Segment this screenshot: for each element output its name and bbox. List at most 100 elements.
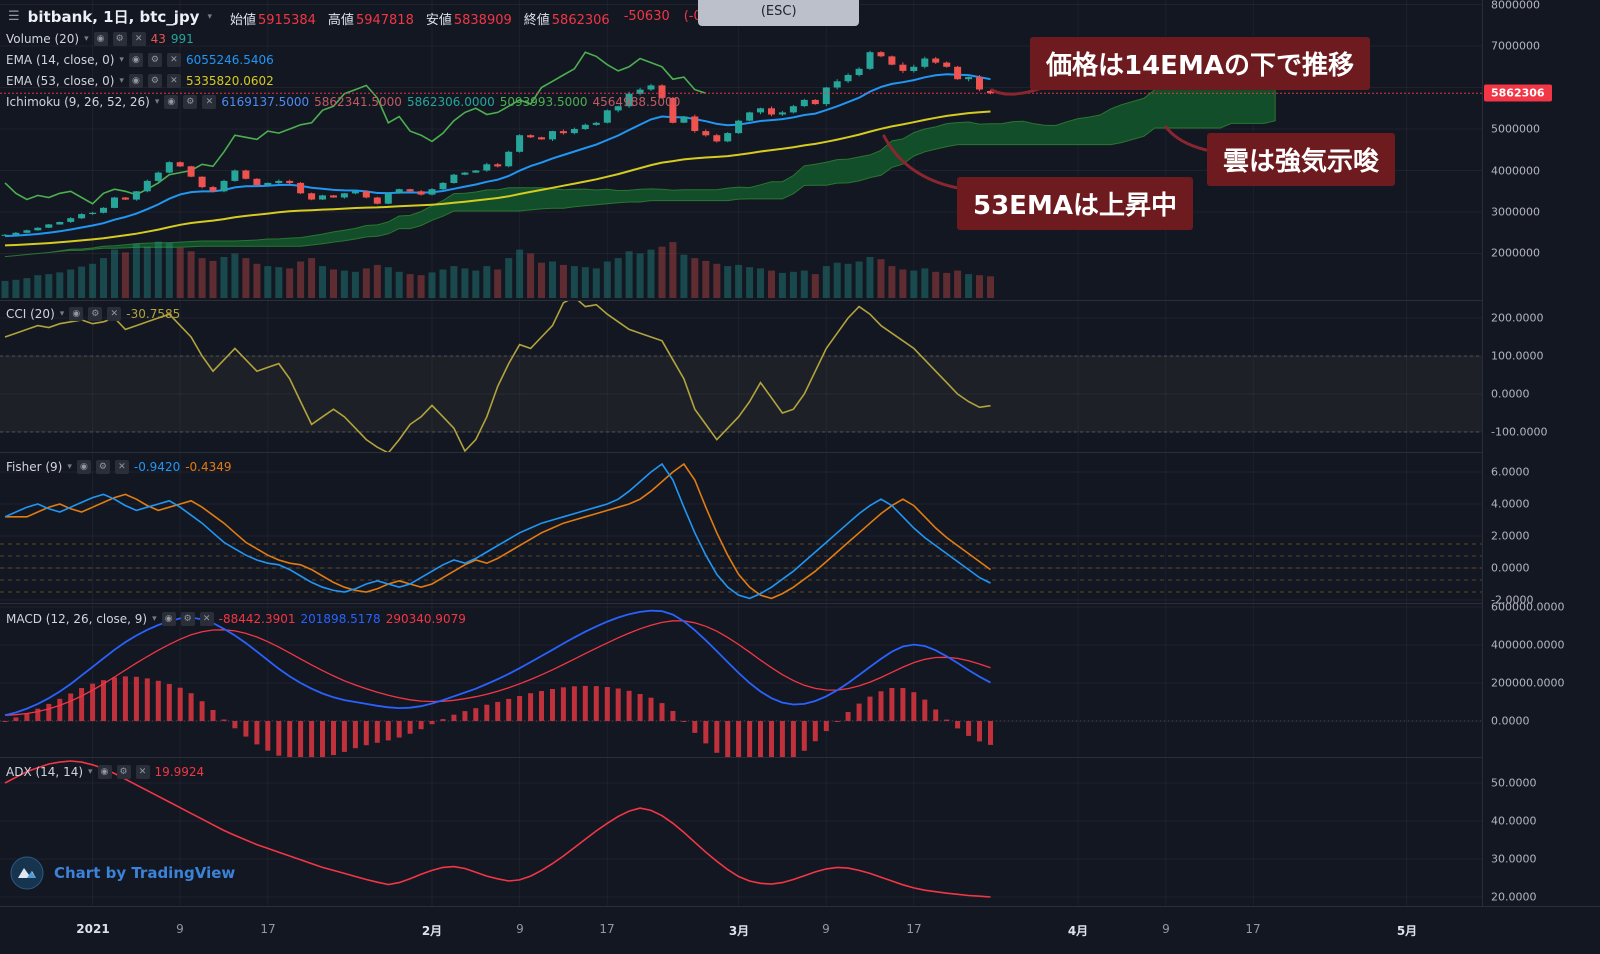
settings-icon[interactable]: ⚙ — [112, 31, 127, 46]
price-axis-label: 4000000 — [1491, 164, 1540, 178]
annotation-53ema-rising: 53EMAは上昇中 — [957, 177, 1193, 230]
time-axis-label: 9 — [822, 922, 830, 936]
price-axis-label: 8000000 — [1491, 0, 1540, 12]
remove-icon[interactable]: ✕ — [107, 306, 122, 321]
settings-icon[interactable]: ⚙ — [147, 52, 162, 67]
visibility-icon[interactable]: ◉ — [76, 459, 91, 474]
chikou-span-line — [4, 51, 707, 205]
time-axis-label: 4月 — [1067, 924, 1089, 938]
time-axis-label: 2月 — [421, 924, 443, 938]
remove-icon[interactable]: ✕ — [166, 73, 181, 88]
price-axis-label: 200.0000 — [1491, 311, 1544, 325]
tradingview-logo-icon — [10, 856, 44, 890]
ohlc-values-row: 始値 5915384 高値 5947818 安値 5838909 終値 5862306 -506… — [230, 9, 740, 28]
settings-icon[interactable]: ⚙ — [95, 459, 110, 474]
price-panel — [0, 50, 1482, 299]
price-axis-label: 400000.0000 — [1491, 638, 1565, 652]
time-axis-label: 5月 — [1396, 924, 1418, 938]
last-price-tag: 5862306 — [1484, 84, 1552, 102]
remove-icon[interactable]: ✕ — [199, 611, 214, 626]
panel-separator[interactable] — [0, 603, 1600, 604]
settings-icon[interactable]: ⚙ — [183, 94, 198, 109]
fullscreen-exit-tooltip: フルスクリーンを終了 (ESC) — [698, 0, 860, 26]
indicator-value: 5862341.5000 — [314, 94, 402, 109]
price-axis-label: -100.0000 — [1491, 425, 1548, 439]
ema53-line — [4, 110, 991, 247]
price-axis-label: 100.0000 — [1491, 349, 1544, 363]
chevron-down-icon[interactable]: ▾ — [59, 308, 65, 319]
chevron-down-icon[interactable]: ▾ — [154, 96, 160, 107]
visibility-icon[interactable]: ◉ — [128, 52, 143, 67]
chevron-down-icon[interactable]: ▾ — [88, 766, 93, 777]
change-value: -50630 — [623, 9, 670, 24]
visibility-icon[interactable]: ◉ — [69, 306, 84, 321]
chevron-down-icon[interactable]: ▾ — [207, 11, 212, 22]
chevron-down-icon[interactable]: ▾ — [84, 33, 89, 44]
panel-separator[interactable] — [0, 452, 1600, 453]
tooltip-text: フルスクリーンを終了 — [714, 0, 843, 3]
indicator-title: Fisher (9) — [6, 459, 63, 474]
price-axis-label: 0.0000 — [1491, 561, 1530, 575]
remove-icon[interactable]: ✕ — [202, 94, 217, 109]
tradingview-attribution[interactable]: Chart by TradingView — [10, 856, 235, 890]
remove-icon[interactable]: ✕ — [131, 31, 146, 46]
legend-ichimoku: Ichimoku (9, 26, 52, 26) ▾ ◉ ⚙ ✕ 6169137.5000… — [6, 94, 680, 109]
panel-separator[interactable] — [0, 757, 1600, 758]
price-axis-label: 0.0000 — [1491, 714, 1530, 728]
time-axis[interactable]: 2021 9 17 2月 9 17 3月 9 17 4月 9 17 5月 — [0, 906, 1600, 954]
grid-layer — [0, 4, 1482, 898]
price-axis-label: 6.0000 — [1491, 465, 1530, 479]
price-axis-label: 7000000 — [1491, 39, 1540, 53]
annotation-cloud-bullish: 雲は強気示唆 — [1207, 133, 1396, 186]
time-axis-label: 9 — [176, 922, 184, 936]
symbol-text[interactable]: bitbank, 1日, btc_jpy — [27, 8, 200, 26]
indicator-title: Ichimoku (9, 26, 52, 26) — [6, 94, 150, 109]
indicator-title: MACD (12, 26, close, 9) — [6, 611, 148, 626]
price-axis-label: 50.0000 — [1491, 776, 1537, 790]
visibility-icon[interactable]: ◉ — [128, 73, 143, 88]
indicator-value: 201898.5178 — [300, 611, 381, 626]
time-axis-label: 9 — [1162, 922, 1170, 936]
time-axis-label: 17 — [1245, 922, 1261, 936]
indicator-value: -88442.3901 — [218, 611, 296, 626]
indicator-value: 6055246.5406 — [185, 52, 274, 67]
settings-icon[interactable]: ⚙ — [147, 73, 162, 88]
menu-icon[interactable]: ☰ — [8, 9, 20, 24]
visibility-icon[interactable]: ◉ — [97, 764, 112, 779]
ohlc-item: 安値 5838909 — [425, 13, 512, 28]
time-axis-label: 3月 — [728, 924, 750, 938]
legend-adx: ADX (14, 14) ▾ ◉ ⚙ ✕ 19.9924 — [6, 764, 204, 779]
panel-separator[interactable] — [0, 300, 1600, 301]
price-axis-label: 200000.0000 — [1491, 676, 1565, 690]
chevron-down-icon[interactable]: ▾ — [67, 461, 72, 472]
attribution-text[interactable]: Chart by TradingView — [54, 864, 236, 882]
indicator-value: -0.4349 — [185, 459, 232, 474]
fisher-panel — [0, 462, 1482, 600]
remove-icon[interactable]: ✕ — [166, 52, 181, 67]
cci-legend: CCI (20) ▾ ◉ ⚙ ✕ -30.7585 — [6, 306, 180, 327]
remove-icon[interactable]: ✕ — [114, 459, 129, 474]
chevron-down-icon[interactable]: ▾ — [119, 54, 124, 65]
fisher-legend: Fisher (9) ▾ ◉ ⚙ ✕ -0.9420 -0.4349 — [6, 459, 232, 480]
remove-icon[interactable]: ✕ — [135, 764, 150, 779]
chevron-down-icon[interactable]: ▾ — [152, 613, 157, 624]
price-axis[interactable]: 8000000 7000000 5000000 4000000 3000000 20000… — [1482, 0, 1600, 906]
settings-icon[interactable]: ⚙ — [180, 611, 195, 626]
tooltip-esc-hint: (ESC) — [760, 4, 797, 19]
price-axis-label: 4.0000 — [1491, 497, 1530, 511]
indicator-value: 6169137.5000 — [221, 94, 310, 109]
price-axis-label: 40.0000 — [1491, 814, 1537, 828]
visibility-icon[interactable]: ◉ — [161, 611, 176, 626]
macd-signal-line — [4, 620, 991, 716]
visibility-icon[interactable]: ◉ — [93, 31, 108, 46]
chart-canvas[interactable] — [0, 0, 1482, 906]
indicator-value: -30.7585 — [126, 306, 181, 321]
settings-icon[interactable]: ⚙ — [88, 306, 103, 321]
settings-icon[interactable]: ⚙ — [116, 764, 131, 779]
indicator-title: ADX (14, 14) — [6, 764, 84, 779]
legend-macd: MACD (12, 26, close, 9) ▾ ◉ ⚙ ✕ -88442.3901 20… — [6, 611, 466, 626]
chevron-down-icon[interactable]: ▾ — [119, 75, 124, 86]
legend-ema53: EMA (53, close, 0) ▾ ◉ ⚙ ✕ 5335820.0602 — [6, 73, 680, 88]
fisher-trigger-line — [5, 462, 991, 600]
visibility-icon[interactable]: ◉ — [164, 94, 179, 109]
